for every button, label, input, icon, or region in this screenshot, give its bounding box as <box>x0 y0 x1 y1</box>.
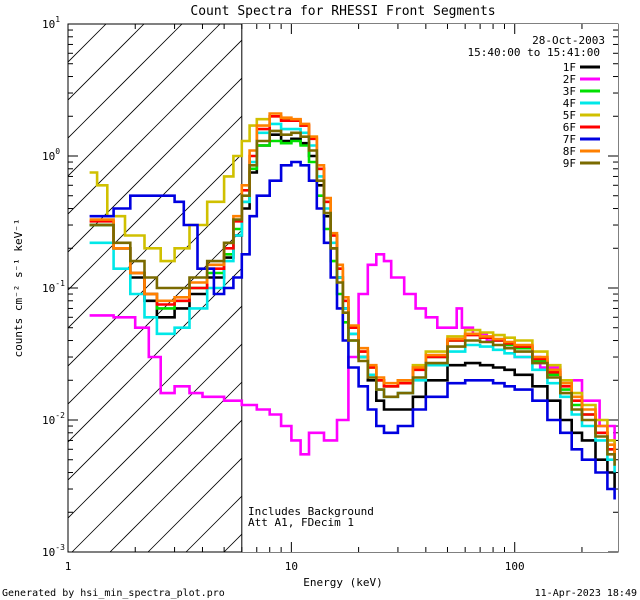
footer-timestamp: 11-Apr-2023 18:49 <box>535 588 637 599</box>
observation-date: 28-Oct-2003 <box>532 34 605 47</box>
footer-generated-by: Generated by hsi_min_spectra_plot.pro <box>2 588 225 599</box>
time-range: 15:40:00 to 15:41:00 <box>468 46 600 59</box>
hatch-line <box>68 24 183 139</box>
legend-label: 4F <box>563 97 576 110</box>
legend-label: 7F <box>563 133 576 146</box>
y-tick-label: 101 <box>42 15 60 31</box>
hatch-line <box>68 24 259 215</box>
y-tick-label: 100 <box>42 147 60 163</box>
x-tick-label: 1 <box>65 560 72 573</box>
series-layer <box>89 112 616 500</box>
series-9f <box>89 129 616 466</box>
legend-label: 1F <box>563 61 576 74</box>
y-axis: 10-3 10-2 10-1 100 101 <box>42 15 618 559</box>
hatch-mask <box>241 24 618 552</box>
x-tick-label: 100 <box>505 560 525 573</box>
y-tick-label: 10-3 <box>42 543 65 559</box>
y-tick-label: 10-1 <box>42 279 65 295</box>
legend-label: 2F <box>563 73 576 86</box>
annotation-attenuator: Att A1, FDecim 1 <box>248 516 354 529</box>
chart-title: Count Spectra for RHESSI Front Segments <box>190 4 495 19</box>
x-axis-label: Energy (keV) <box>303 576 382 589</box>
legend-label: 9F <box>563 157 576 170</box>
legend-label: 6F <box>563 121 576 134</box>
legend-label: 8F <box>563 145 576 158</box>
annotation-background: Includes Background <box>248 505 374 518</box>
hatch-line <box>68 24 69 25</box>
legend-label: 3F <box>563 85 576 98</box>
x-axis: 1 10 100 <box>65 24 583 573</box>
hatch-line <box>68 24 297 253</box>
series-7f <box>89 160 616 500</box>
excluded-region-hatching <box>68 24 618 552</box>
hatch-line <box>68 24 221 177</box>
x-tick-label: 10 <box>285 560 298 573</box>
y-tick-label: 10-2 <box>42 411 65 427</box>
legend-label: 5F <box>563 109 576 122</box>
y-axis-label: counts cm⁻² s⁻¹ keV⁻¹ <box>12 218 25 357</box>
